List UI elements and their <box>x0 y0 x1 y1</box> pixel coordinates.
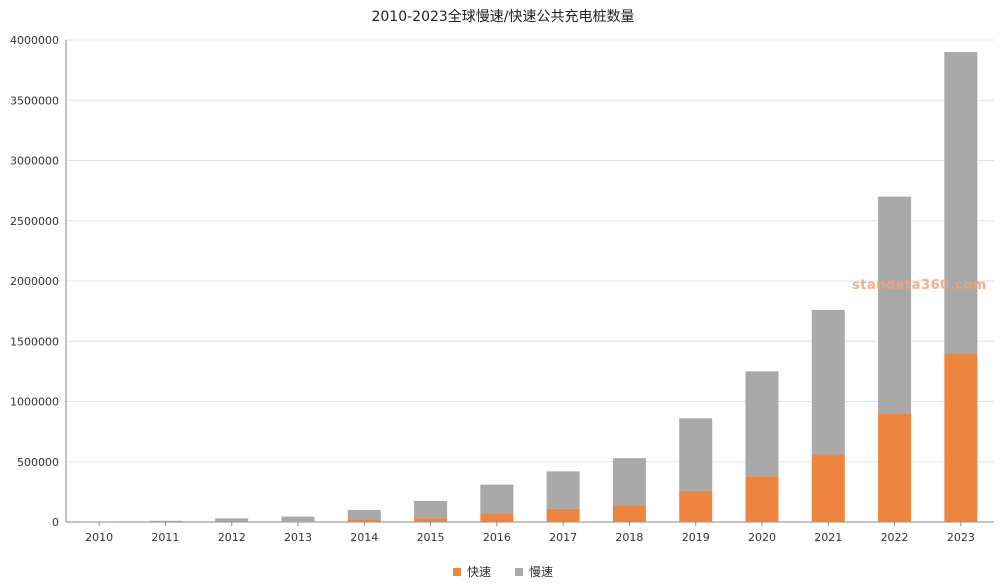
bar-fast <box>480 513 514 522</box>
x-tick-label: 2021 <box>814 531 842 544</box>
bar-slow <box>679 418 713 491</box>
bar-fast <box>281 521 315 522</box>
legend-item-slow[interactable]: 慢速 <box>515 563 553 580</box>
bar-slow <box>148 520 182 522</box>
legend-swatch-slow <box>515 567 523 576</box>
bar-slow <box>347 509 381 520</box>
x-tick-label: 2014 <box>350 531 378 544</box>
y-tick-label: 2000000 <box>10 275 59 288</box>
y-tick-label: 3000000 <box>10 155 59 168</box>
bar-slow <box>745 371 779 477</box>
legend-swatch-fast <box>452 567 461 576</box>
bar-fast <box>679 490 713 522</box>
bar-fast <box>745 476 779 522</box>
bar-slow <box>546 471 580 509</box>
x-tick-label: 2011 <box>151 531 179 544</box>
bar-slow <box>612 458 646 506</box>
bar-fast <box>811 454 845 522</box>
y-tick-label: 1500000 <box>10 335 59 348</box>
bar-slow <box>480 484 514 514</box>
y-tick-label: 4000000 <box>10 34 59 47</box>
y-tick-label: 0 <box>52 516 59 529</box>
x-tick-label: 2010 <box>85 531 113 544</box>
x-tick-label: 2023 <box>947 531 975 544</box>
x-tick-label: 2017 <box>549 531 577 544</box>
x-tick-label: 2020 <box>748 531 776 544</box>
bar-slow <box>215 518 249 522</box>
x-tick-label: 2012 <box>218 531 246 544</box>
bar-fast <box>612 505 646 522</box>
chart-title: 2010-2023全球慢速/快速公共充电桩数量 <box>371 9 635 25</box>
bar-slow <box>414 500 448 519</box>
x-tick-label: 2013 <box>284 531 312 544</box>
bar-fast <box>347 519 381 522</box>
x-tick-label: 2019 <box>682 531 710 544</box>
bar-fast <box>414 518 448 522</box>
legend-label-fast: 快速 <box>466 565 491 579</box>
bar-slow <box>811 309 845 455</box>
chart-legend[interactable]: 快速 慢速 <box>0 563 1006 580</box>
bar-slow <box>944 52 978 354</box>
y-tick-label: 3500000 <box>10 94 59 107</box>
legend-item-fast[interactable]: 快速 <box>452 563 491 580</box>
x-tick-label: 2015 <box>417 531 445 544</box>
legend-label-slow: 慢速 <box>529 565 554 579</box>
x-tick-label: 2018 <box>615 531 643 544</box>
y-tick-label: 2500000 <box>10 215 59 228</box>
y-tick-label: 1000000 <box>10 396 59 409</box>
x-tick-label: 2016 <box>483 531 511 544</box>
x-tick-label: 2022 <box>881 531 909 544</box>
bar-slow <box>281 516 315 522</box>
bar-fast <box>878 413 912 522</box>
bar-slow <box>878 196 912 414</box>
bar-fast <box>546 508 580 522</box>
watermark-text: standata360.com <box>852 278 987 293</box>
bar-fast <box>944 353 978 522</box>
y-tick-label: 500000 <box>17 456 59 469</box>
